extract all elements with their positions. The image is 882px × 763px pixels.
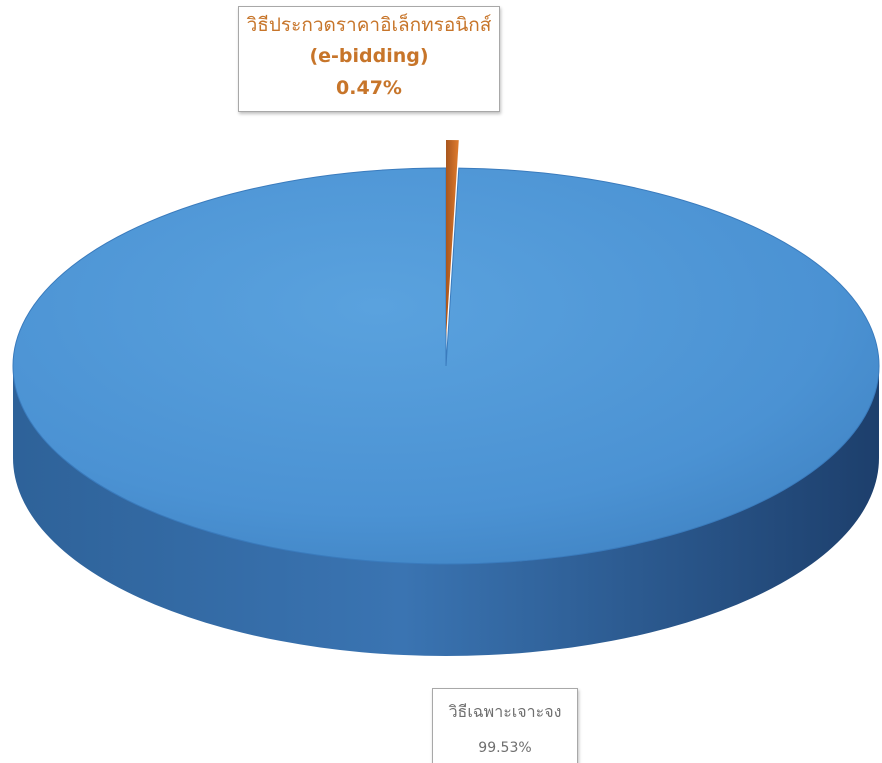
slice-label-line-2: (e-bidding): [309, 45, 429, 67]
pie-slice-side-specific-method: [13, 366, 879, 656]
slice-label-specific-method: วิธีเฉพาะเจาะจง 99.53%: [432, 688, 578, 763]
slice-label-line-1: วิธีประกวดราคาอิเล็กทรอนิกส์: [246, 14, 492, 36]
slice-percent-label: 99.53%: [478, 740, 532, 756]
slice-percent-label: 0.47%: [336, 77, 402, 99]
slice-label-name: วิธีเฉพาะเจาะจง: [448, 702, 562, 721]
slice-label-e-bidding: วิธีประกวดราคาอิเล็กทรอนิกส์ (e-bidding)…: [238, 6, 500, 112]
pie-slice-specific-method: [12, 167, 880, 565]
pie-slice-e-bidding: [446, 140, 459, 338]
